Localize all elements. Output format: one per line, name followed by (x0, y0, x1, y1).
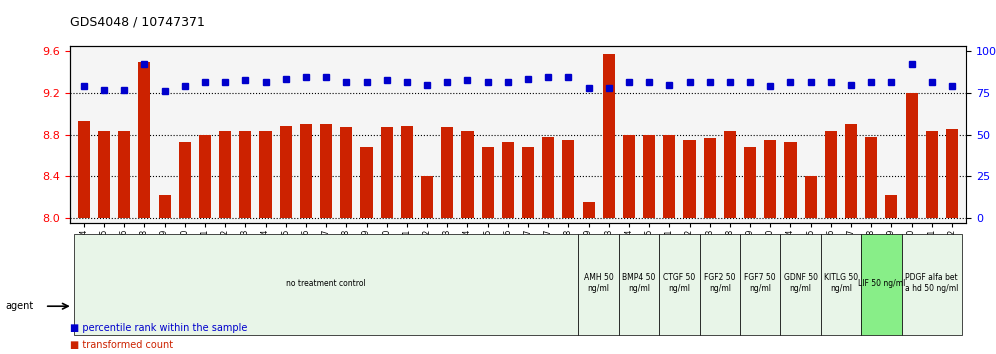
Text: ■ percentile rank within the sample: ■ percentile rank within the sample (70, 323, 247, 333)
Bar (603, 55, 615, 218)
Bar (643, 135, 655, 218)
Bar (885, 195, 897, 218)
Bar (199, 135, 211, 218)
Bar (764, 140, 776, 218)
Bar (219, 131, 231, 218)
Bar (361, 147, 373, 218)
Text: CTGF 50
ng/ml: CTGF 50 ng/ml (663, 274, 695, 293)
FancyBboxPatch shape (781, 234, 821, 335)
Bar (744, 147, 756, 218)
Bar (300, 124, 312, 218)
Bar (158, 195, 170, 218)
Bar (138, 62, 150, 218)
Bar (785, 142, 797, 218)
FancyBboxPatch shape (699, 234, 740, 335)
Bar (400, 126, 413, 218)
Bar (380, 127, 392, 218)
Bar (563, 140, 575, 218)
Bar (482, 147, 494, 218)
Bar (622, 135, 635, 218)
Bar (78, 121, 90, 218)
Bar (119, 131, 130, 218)
Bar (239, 131, 251, 218)
FancyBboxPatch shape (821, 234, 862, 335)
Bar (703, 138, 716, 218)
Bar (461, 131, 473, 218)
Bar (542, 137, 554, 218)
Bar (946, 129, 958, 218)
Bar (341, 127, 353, 218)
FancyBboxPatch shape (579, 234, 619, 335)
Bar (683, 140, 695, 218)
Text: AMH 50
ng/ml: AMH 50 ng/ml (584, 274, 614, 293)
Bar (98, 131, 111, 218)
Bar (260, 131, 272, 218)
Text: GDNF 50
ng/ml: GDNF 50 ng/ml (784, 274, 818, 293)
Text: LIF 50 ng/ml: LIF 50 ng/ml (858, 279, 905, 288)
Text: GDS4048 / 10747371: GDS4048 / 10747371 (70, 15, 204, 28)
Bar (280, 126, 292, 218)
Bar (178, 142, 191, 218)
Text: FGF7 50
ng/ml: FGF7 50 ng/ml (744, 274, 776, 293)
Bar (502, 142, 514, 218)
Bar (522, 147, 534, 218)
Bar (320, 124, 333, 218)
Bar (866, 137, 877, 218)
Bar (724, 131, 736, 218)
Bar (905, 93, 917, 218)
Bar (663, 135, 675, 218)
FancyBboxPatch shape (619, 234, 659, 335)
Bar (583, 202, 595, 218)
Bar (421, 176, 433, 218)
Text: PDGF alfa bet
a hd 50 ng/ml: PDGF alfa bet a hd 50 ng/ml (905, 274, 958, 293)
Text: no treatment control: no treatment control (286, 279, 366, 288)
Bar (845, 124, 858, 218)
FancyBboxPatch shape (901, 234, 962, 335)
Text: BMP4 50
ng/ml: BMP4 50 ng/ml (622, 274, 655, 293)
FancyBboxPatch shape (740, 234, 781, 335)
FancyBboxPatch shape (659, 234, 699, 335)
Bar (925, 131, 938, 218)
Bar (805, 176, 817, 218)
Text: ■ transformed count: ■ transformed count (70, 341, 173, 350)
FancyBboxPatch shape (862, 234, 901, 335)
Text: agent: agent (5, 301, 33, 311)
Text: FGF2 50
ng/ml: FGF2 50 ng/ml (704, 274, 736, 293)
Bar (441, 127, 453, 218)
FancyBboxPatch shape (74, 234, 579, 335)
Bar (825, 131, 837, 218)
Text: KITLG 50
ng/ml: KITLG 50 ng/ml (824, 274, 858, 293)
